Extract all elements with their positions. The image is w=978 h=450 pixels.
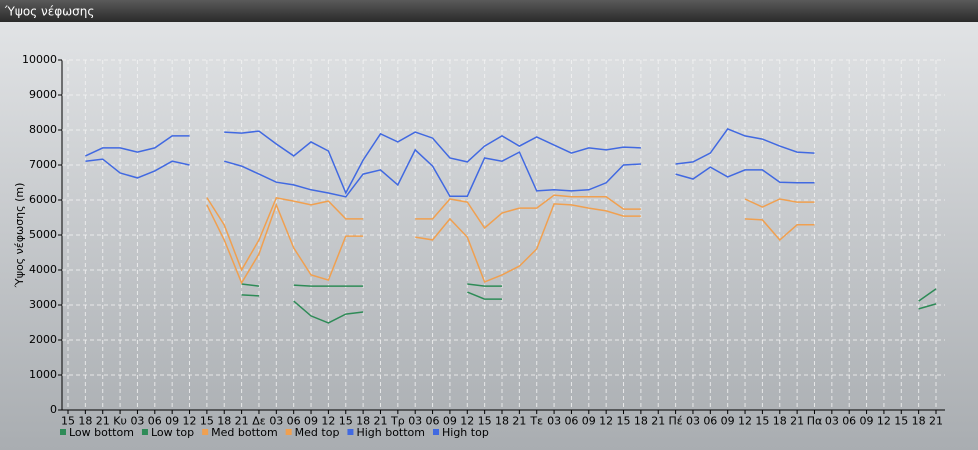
x-tick-label: 21: [373, 415, 387, 428]
x-tick-label: 03: [686, 415, 700, 428]
y-axis-label: Ύψος νέφωσης (m): [13, 183, 26, 289]
x-tick-label: 18: [773, 415, 787, 428]
series-line: [206, 202, 815, 285]
legend-swatch: [433, 429, 439, 435]
legend-label: Low bottom: [69, 426, 134, 439]
y-tick-label: 4000: [29, 263, 57, 276]
x-tick-label: 15: [617, 415, 631, 428]
x-tick-label: 06: [287, 415, 301, 428]
x-tick-label: 09: [165, 415, 179, 428]
x-tick-label: 18: [634, 415, 648, 428]
x-tick-label: 09: [443, 415, 457, 428]
x-tick-label: 12: [460, 415, 474, 428]
legend-label: Low top: [151, 426, 194, 439]
x-tick-label: 03: [269, 415, 283, 428]
legend-swatch: [347, 429, 354, 435]
y-tick-label: 0: [50, 403, 57, 416]
x-tick-label: Τρ: [390, 415, 405, 428]
x-tick-label: 21: [651, 415, 665, 428]
chart-title: Ύψος νέφωσης: [4, 5, 94, 19]
x-tick-label: 18: [356, 415, 370, 428]
x-tick-label: 09: [304, 415, 318, 428]
legend-label: Med top: [295, 426, 340, 439]
y-tick-label: 7000: [29, 158, 57, 171]
x-tick-label: Δε: [252, 415, 266, 428]
x-tick-label: Πέ: [668, 415, 682, 428]
legend-label: High bottom: [356, 426, 425, 439]
series-line: [85, 148, 815, 198]
x-tick-label: 03: [408, 415, 422, 428]
x-tick-label: 12: [321, 415, 335, 428]
x-tick-label: 09: [860, 415, 874, 428]
x-tick-label: 12: [738, 415, 752, 428]
x-tick-label: 15: [200, 415, 214, 428]
x-tick-label: 21: [235, 415, 249, 428]
x-tick-label: 18: [78, 415, 92, 428]
x-tick-label: 06: [426, 415, 440, 428]
x-tick-label: Τε: [529, 415, 543, 428]
x-tick-label: 15: [61, 415, 75, 428]
x-tick-label: Κυ: [113, 415, 127, 428]
x-tick-label: 15: [755, 415, 769, 428]
x-tick-label: 06: [148, 415, 162, 428]
x-tick-label: 03: [825, 415, 839, 428]
x-tick-label: Πα: [807, 415, 823, 428]
y-tick-label: 5000: [29, 228, 57, 241]
x-tick-label: 06: [842, 415, 856, 428]
x-tick-label: 12: [599, 415, 613, 428]
legend-label: Med bottom: [211, 426, 278, 439]
y-tick-label: 8000: [29, 123, 57, 136]
y-tick-label: 2000: [29, 333, 57, 346]
series-line: [241, 283, 937, 302]
x-tick-label: 03: [547, 415, 561, 428]
x-tick-label: 15: [339, 415, 353, 428]
x-tick-label: 18: [217, 415, 231, 428]
x-tick-label: 21: [929, 415, 943, 428]
y-tick-label: 10000: [22, 53, 57, 66]
y-tick-label: 3000: [29, 298, 57, 311]
y-tick-label: 6000: [29, 193, 57, 206]
legend-swatch: [141, 429, 148, 435]
legend-swatch: [60, 429, 66, 435]
y-tick-label: 1000: [29, 368, 57, 381]
x-tick-label: 06: [703, 415, 717, 428]
x-tick-label: 03: [130, 415, 144, 428]
legend-swatch: [285, 429, 292, 435]
title-bar: [0, 0, 978, 22]
x-tick-label: 21: [790, 415, 804, 428]
x-tick-label: 21: [512, 415, 526, 428]
x-tick-label: 06: [564, 415, 578, 428]
series-line: [85, 127, 815, 195]
x-tick-label: 18: [495, 415, 509, 428]
x-tick-label: 09: [721, 415, 735, 428]
legend-label: High top: [442, 426, 489, 439]
x-tick-label: 15: [478, 415, 492, 428]
x-tick-label: 12: [183, 415, 197, 428]
legend-swatch: [202, 429, 209, 435]
series-line: [241, 291, 937, 324]
x-tick-label: 18: [912, 415, 926, 428]
series-line: [206, 194, 815, 272]
x-tick-label: 09: [582, 415, 596, 428]
x-tick-label: 21: [96, 415, 110, 428]
x-tick-label: 12: [877, 415, 891, 428]
x-tick-label: 15: [894, 415, 908, 428]
y-tick-label: 9000: [29, 88, 57, 101]
